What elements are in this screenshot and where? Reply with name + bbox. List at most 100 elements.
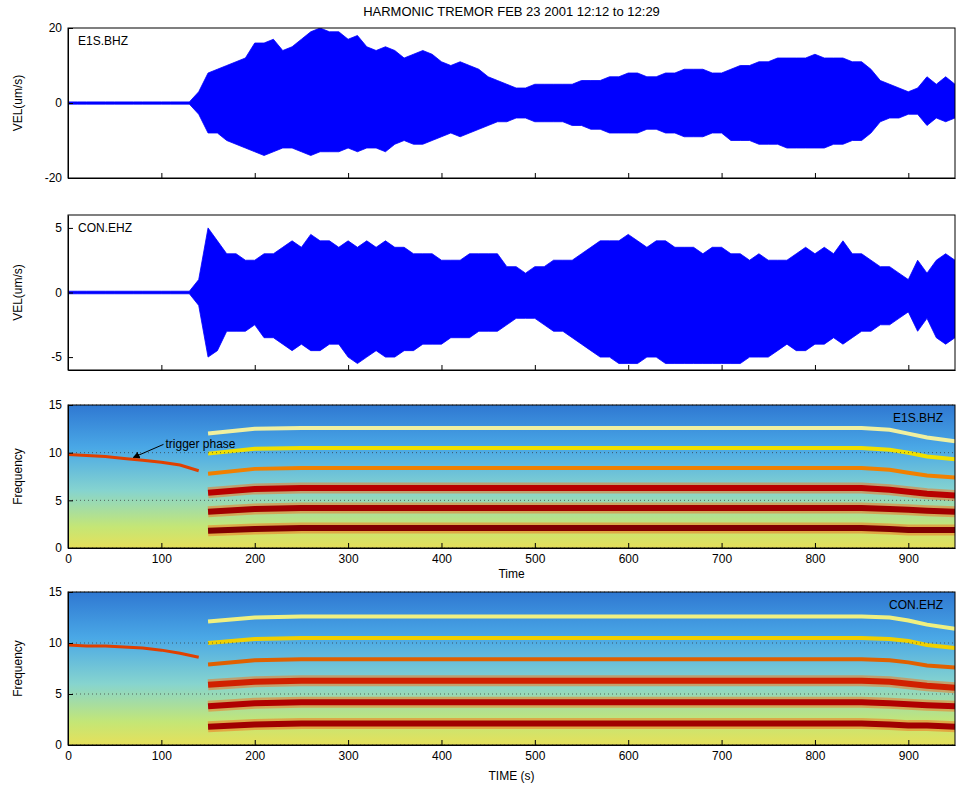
tick-label: 100 xyxy=(152,749,172,763)
plot-area xyxy=(68,28,955,156)
tick xyxy=(441,365,442,370)
tick: 600 xyxy=(619,543,639,566)
tick-label: -5 xyxy=(51,350,62,364)
tick-mark xyxy=(628,173,629,178)
tick-label: 600 xyxy=(619,552,639,566)
tick: 700 xyxy=(712,740,732,763)
tick-mark xyxy=(535,543,536,548)
plot-area xyxy=(68,228,955,364)
tick: 200 xyxy=(245,543,265,566)
tick xyxy=(722,365,723,370)
grid xyxy=(68,405,955,548)
tick-label: 0 xyxy=(55,541,62,555)
band-glow xyxy=(208,702,955,706)
tick: 400 xyxy=(432,543,452,566)
band-glow xyxy=(208,724,955,727)
tick: 5 xyxy=(55,221,73,235)
tick-label: 900 xyxy=(899,749,919,763)
tick-mark xyxy=(441,365,442,370)
tick-mark xyxy=(68,178,73,179)
tick-label: 100 xyxy=(152,552,172,566)
annotation-arrow xyxy=(133,444,163,457)
harmonic-band xyxy=(208,528,955,531)
y-axis-title: VEL(um/s) xyxy=(11,75,25,132)
tick-label: 0 xyxy=(55,96,62,110)
axis-line xyxy=(69,370,956,371)
x-axis xyxy=(69,173,956,179)
tick-mark xyxy=(161,173,162,178)
tick-label: 10 xyxy=(49,636,63,650)
harmonic-band xyxy=(208,428,955,441)
tick xyxy=(908,365,909,370)
tick-label: 15 xyxy=(49,398,63,412)
station-label: E1S.BHZ xyxy=(78,34,128,48)
tick: 0 xyxy=(55,96,73,110)
tick xyxy=(255,365,256,370)
tick: 10 xyxy=(49,446,73,460)
tick-mark xyxy=(161,543,162,548)
tick-mark xyxy=(722,740,723,745)
tick: 500 xyxy=(525,543,545,566)
tick-label: 10 xyxy=(49,446,63,460)
tick xyxy=(815,365,816,370)
plot-frame xyxy=(68,592,955,745)
tick-label: 200 xyxy=(245,749,265,763)
tick-mark xyxy=(722,543,723,548)
tick-label: 600 xyxy=(619,749,639,763)
tick-label: 500 xyxy=(525,552,545,566)
tick-mark xyxy=(161,740,162,745)
tick-mark xyxy=(722,173,723,178)
tick: 900 xyxy=(899,543,919,566)
tick-mark xyxy=(535,365,536,370)
tick: 0 xyxy=(55,541,73,555)
y-axis: 051015 xyxy=(49,398,73,555)
tick xyxy=(348,365,349,370)
harmonic-band xyxy=(208,724,955,727)
tick-mark xyxy=(628,740,629,745)
band-glow xyxy=(208,488,955,496)
tick-mark xyxy=(68,643,73,644)
tick: 20 xyxy=(49,21,73,35)
band-glow xyxy=(208,528,955,531)
tick: 0 xyxy=(55,286,73,300)
tick-mark xyxy=(68,28,73,29)
tick-label: 500 xyxy=(525,749,545,763)
tick: 300 xyxy=(339,740,359,763)
tick-mark xyxy=(68,357,73,358)
waveform-envelope xyxy=(68,28,955,156)
tick xyxy=(161,173,162,178)
tick-label: 0 xyxy=(55,738,62,752)
tick-mark xyxy=(441,173,442,178)
background xyxy=(68,592,955,745)
plot-area xyxy=(68,405,955,548)
tick-mark xyxy=(68,500,73,501)
station-label: CON.EHZ xyxy=(78,221,132,235)
panel: 0100200300400500600700800900051015Freque… xyxy=(11,398,956,581)
harmonic-band xyxy=(208,702,955,706)
tick-mark xyxy=(68,293,73,294)
band-glow xyxy=(208,681,955,688)
tick xyxy=(535,173,536,178)
tick xyxy=(441,173,442,178)
tick-mark xyxy=(722,365,723,370)
tick-mark xyxy=(255,740,256,745)
tick-mark xyxy=(815,365,816,370)
tick-label: 0 xyxy=(55,286,62,300)
harmonic-band xyxy=(208,681,955,688)
station-label: CON.EHZ xyxy=(889,598,943,612)
tick: 100 xyxy=(152,740,172,763)
x-axis: 0100200300400500600700800900 xyxy=(65,740,955,763)
tick-mark xyxy=(68,453,73,454)
tick-mark xyxy=(68,103,73,104)
tick-mark xyxy=(68,228,73,229)
tick-mark xyxy=(68,592,73,593)
tick-mark xyxy=(815,543,816,548)
tick: 500 xyxy=(525,740,545,763)
tick: 200 xyxy=(245,740,265,763)
axis-line xyxy=(69,745,956,746)
harmonic-band xyxy=(208,488,955,496)
tick-label: 20 xyxy=(49,21,63,35)
tick-label: 800 xyxy=(805,552,825,566)
tick xyxy=(628,365,629,370)
tick xyxy=(348,173,349,178)
